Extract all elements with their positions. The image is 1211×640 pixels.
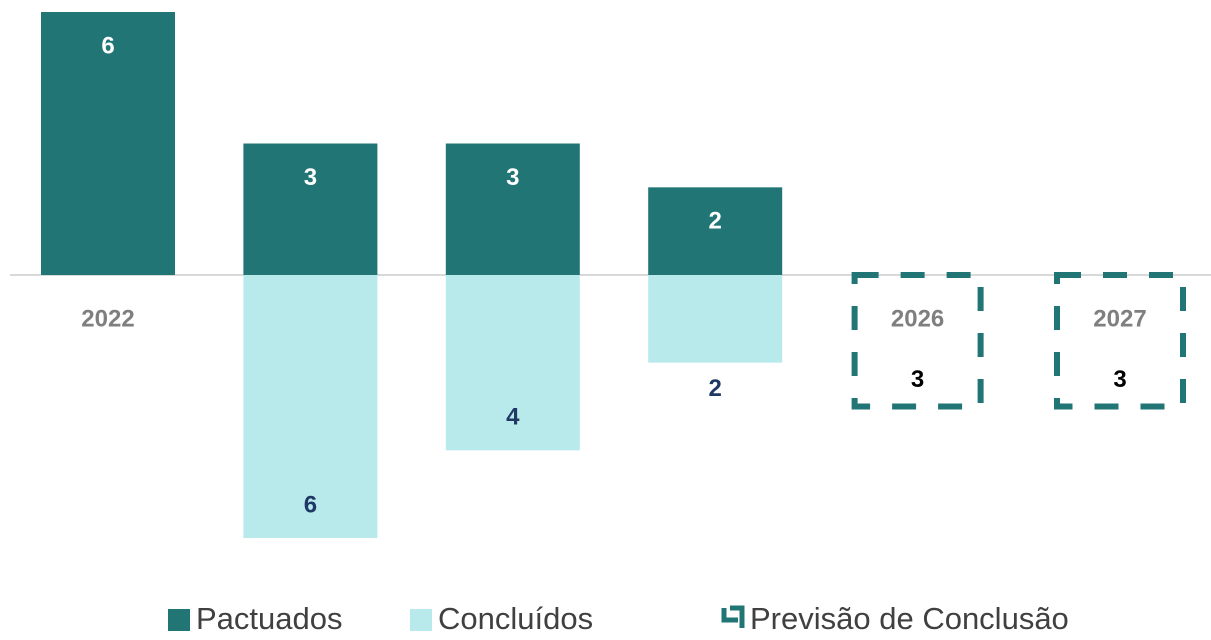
value-label: 3 (506, 164, 519, 191)
legend-label: Concluídos (438, 601, 593, 636)
value-label: 6 (101, 32, 114, 59)
value-label: 2 (709, 208, 722, 235)
value-label: 3 (304, 164, 317, 191)
bar (648, 275, 783, 363)
bar (41, 12, 175, 275)
value-label: 3 (1113, 366, 1126, 393)
legend-label: Previsão de Conclusão (750, 601, 1069, 636)
bar (445, 143, 580, 275)
category-label: 2022 (81, 305, 134, 332)
category-label: 2026 (891, 305, 944, 332)
legend-swatch (721, 605, 745, 628)
value-label: 2 (709, 375, 722, 402)
legend-swatch (168, 609, 190, 631)
value-label: 3 (911, 366, 924, 393)
bar (243, 143, 378, 275)
value-label: 4 (506, 404, 520, 431)
bar (445, 275, 580, 451)
legend-label: Pactuados (196, 601, 343, 636)
forecast-box (1054, 272, 1186, 410)
bar (648, 187, 783, 275)
legend-swatch (410, 609, 432, 631)
forecast-box (851, 272, 984, 410)
value-label: 6 (304, 491, 317, 518)
category-label: 2027 (1093, 305, 1146, 332)
bar (243, 275, 378, 538)
